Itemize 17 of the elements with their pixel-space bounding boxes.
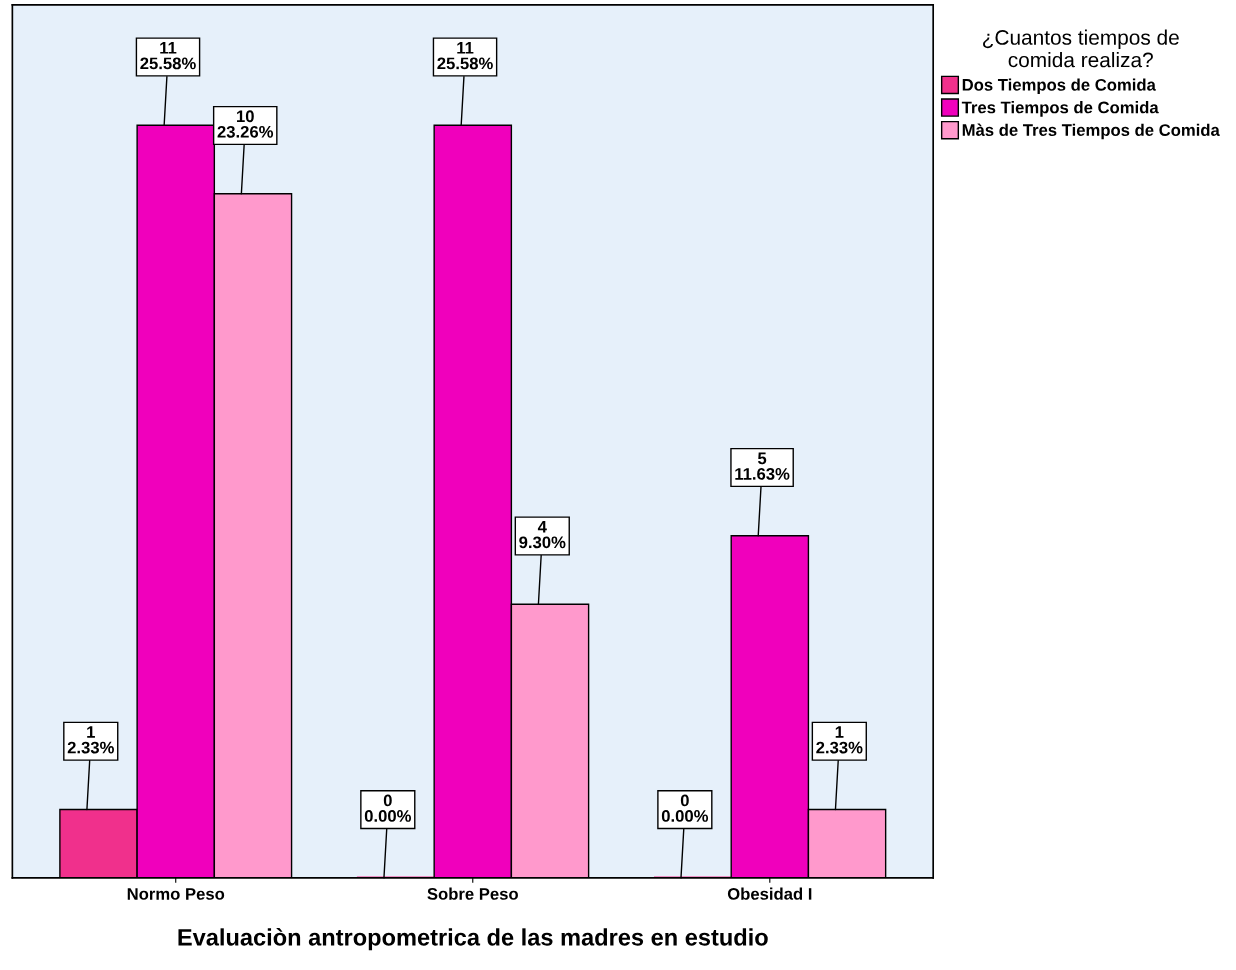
x-tick-label: Normo Peso	[127, 888, 225, 900]
data-label: 11 25.58%	[437, 42, 493, 70]
data-label: 1 2.33%	[67, 726, 114, 754]
data-label: 10 23.26%	[217, 110, 274, 138]
data-label: 0 0.00%	[364, 794, 412, 822]
data-label: 1 2.33%	[816, 726, 863, 754]
legend-title: ¿Cuantos tiempos de comida realiza?	[983, 29, 1179, 68]
data-label: 5 11.63%	[735, 452, 790, 480]
legend-label: Dos Tiempos de Comida	[962, 78, 1156, 95]
legend-label: Màs de Tres Tiempos de Comida	[962, 123, 1220, 140]
legend-label: Tres Tiempos de Comida	[961, 101, 1159, 117]
x-axis-title: Evaluaciòn antropometrica de las madres en estudio	[178, 928, 768, 951]
x-tick-label: Obesidad I	[727, 887, 812, 900]
data-label: 11 25.58%	[140, 42, 196, 70]
data-label: 0 0.00%	[661, 794, 709, 822]
x-tick-label: Sobre Peso	[427, 887, 518, 900]
data-label: 4 9.30%	[519, 521, 566, 549]
